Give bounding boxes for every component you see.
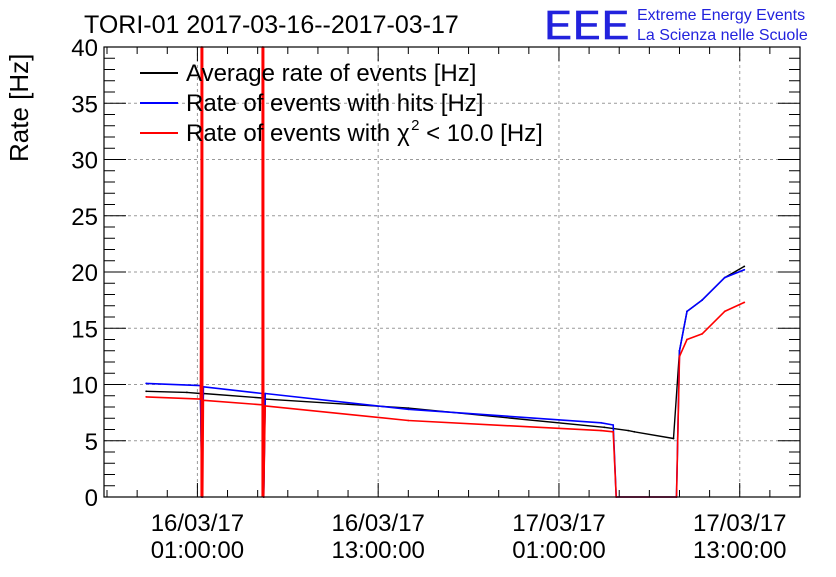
x-tick-label-date: 17/03/17 [512,510,605,537]
data-point-average [672,437,675,440]
data-point-chi2 [145,396,148,398]
grid-layer [104,47,800,497]
data-point-chi2 [743,301,746,304]
legend-chi-superscript: 2 [411,117,419,134]
y-tick-label: 30 [71,148,98,175]
y-tick-label: 10 [71,373,98,400]
data-point-hits [723,276,726,279]
data-point-chi2 [612,430,615,433]
eee-logo-mark: EEE [544,1,630,50]
x-tick-label-time: 13:00:00 [331,537,424,564]
data-point-hits [701,299,703,301]
data-point-hits [600,421,602,424]
x-tick-label-time: 01:00:00 [512,537,605,564]
data-point-hits [264,392,267,395]
y-tick-label: 25 [71,204,98,231]
y-tick-label: 5 [85,429,98,456]
data-point-chi2 [264,405,267,407]
legend-chi-symbol: χ [397,120,410,147]
data-point-average [186,391,188,394]
x-tick-label-time: 01:00:00 [151,537,244,564]
data-point-hits [678,349,681,352]
y-axis-label: Rate [Hz] [4,54,34,162]
y-tick-label: 15 [71,316,98,343]
data-point-average [603,426,606,429]
legend-label: Average rate of events [Hz] [186,60,476,87]
plot-frame [103,46,801,498]
data-point-average [627,429,630,432]
chart-title: TORI-01 2017-03-16--2017-03-17 [84,11,459,39]
data-point-average [633,430,636,433]
data-point-average [743,265,746,268]
y-tick-label: 20 [71,260,98,287]
data-point-average [145,390,148,393]
y-tick-label: 40 [71,35,98,62]
data-point-chi2 [686,338,688,341]
legend: Average rate of events [Hz] Rate of event… [140,60,543,147]
legend-label-suffix: < 10.0 [Hz] [426,120,543,147]
series-layer [145,46,746,498]
x-tick-label-time: 13:00:00 [693,537,786,564]
data-point-chi2 [678,355,681,358]
data-point-hits [743,268,746,271]
data-point-chi2 [723,310,726,313]
data-point-chi2 [701,333,703,335]
x-tick-label-date: 16/03/17 [151,510,244,537]
data-point-chi2 [407,419,410,422]
legend-label: Rate of events with [186,120,390,147]
data-point-hits [686,310,688,313]
data-point-hits [612,424,615,426]
y-tick-label: 0 [85,485,98,512]
eee-logo: EEE Extreme Energy Events La Scienza nel… [543,0,808,50]
eee-logo-line2: La Scienza nelle Scuole [637,27,808,44]
y-tick-label: 35 [71,91,98,118]
axes-layer: 051015202530354016/03/1701:00:0016/03/17… [71,35,801,564]
x-tick-label-date: 16/03/17 [331,510,424,537]
data-point-hits [407,408,410,411]
x-tick-label-date: 17/03/17 [693,510,786,537]
data-point-chi2 [600,429,602,432]
data-point-hits [145,382,148,385]
legend-label: Rate of events with hits [Hz] [186,90,483,117]
eee-logo-line1: Extreme Energy Events [637,7,805,24]
